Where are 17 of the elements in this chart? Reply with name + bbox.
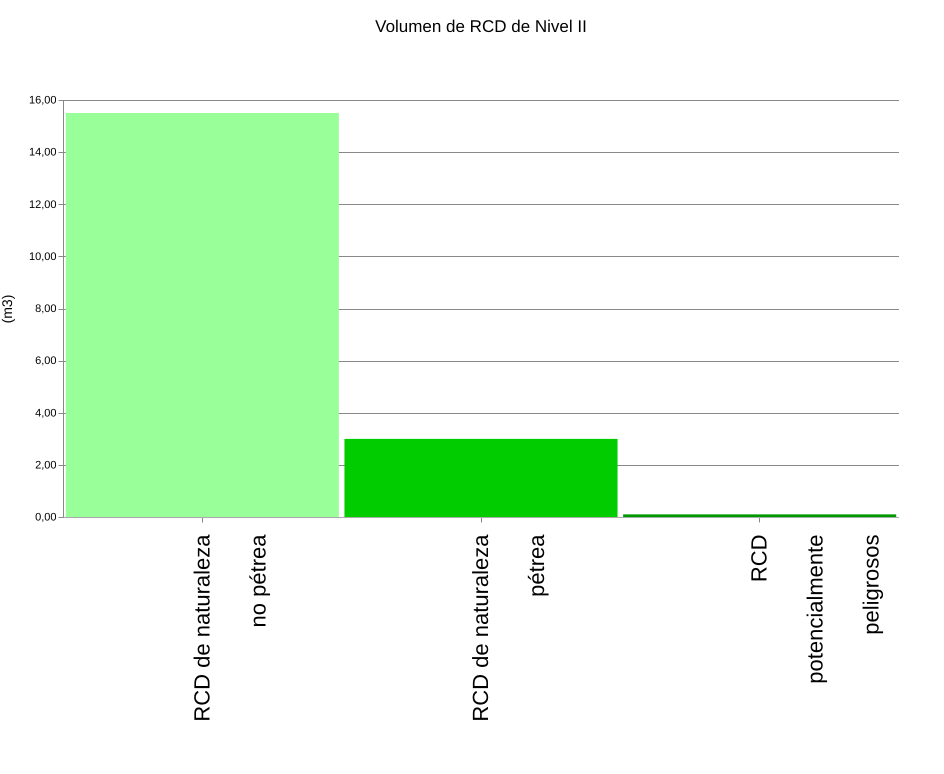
bar [623,514,896,517]
y-tick-label: 12,00 [28,198,56,211]
y-tick-label: 0,00 [35,512,56,524]
category-label: RCD potencialmente peligrosos [746,534,884,684]
chart-title: Volumen de RCD de Nivel II [375,17,587,36]
bar [66,113,339,517]
y-tick-label: 8,00 [35,303,56,315]
bar [344,438,618,517]
y-tick-label: 4,00 [35,407,56,420]
y-axis-title: (m3) [0,294,15,324]
category-label: RCD de naturaleza pétrea [468,534,549,722]
y-tick-label: 16,00 [28,94,56,106]
y-tick-label: 6,00 [35,355,56,368]
y-tick-label: 14,00 [28,146,56,159]
category-label: RCD de naturaleza no pétrea [189,534,270,722]
y-tick-label: 10,00 [28,250,56,263]
y-tick-label: 2,00 [35,459,56,472]
